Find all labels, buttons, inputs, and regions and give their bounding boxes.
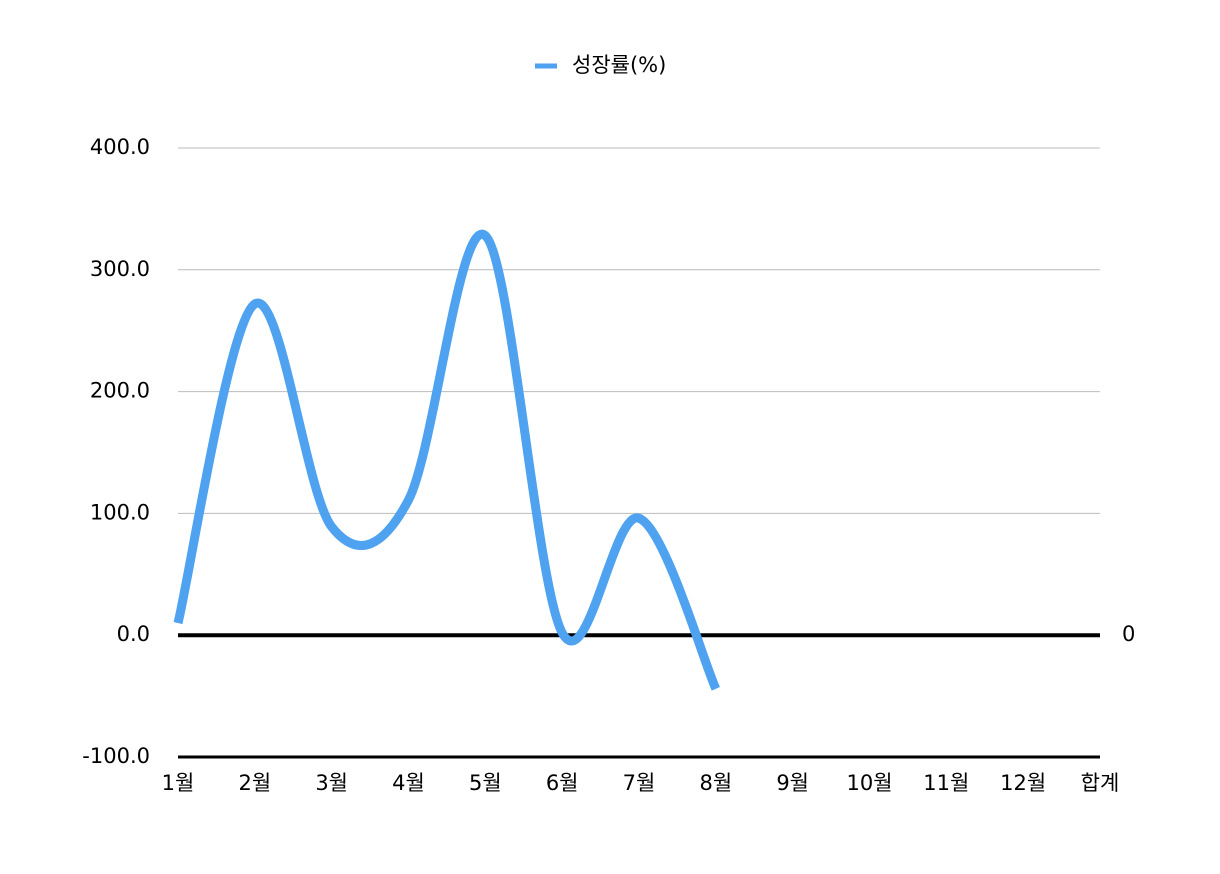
x-tick-label: 1월 [162,771,195,795]
x-tick-label: 4월 [392,771,425,795]
legend-label: 성장률(%) [572,53,666,77]
series-line [173,229,720,691]
y-tick-label: 200.0 [90,379,150,403]
y-tick-label: 400.0 [90,135,150,159]
y-tick-label: 100.0 [90,500,150,524]
x-tick-label: 7월 [623,771,656,795]
x-tick-label: 합계 [1081,771,1120,795]
y2-tick-label: 0 [1122,622,1135,646]
x-tick-label: 11월 [923,771,969,795]
x-tick-label: 9월 [776,771,809,795]
y-tick-label: 0.0 [117,622,150,646]
y-tick-label: 300.0 [90,257,150,281]
x-tick-label: 12월 [1000,771,1046,795]
x-tick-label: 5월 [469,771,502,795]
y-tick-label: -100.0 [82,744,150,768]
x-tick-label: 3월 [315,771,348,795]
x-tick-label: 6월 [546,771,579,795]
x-tick-label: 10월 [846,771,892,795]
x-tick-label: 2월 [238,771,271,795]
x-tick-label: 8월 [699,771,732,795]
